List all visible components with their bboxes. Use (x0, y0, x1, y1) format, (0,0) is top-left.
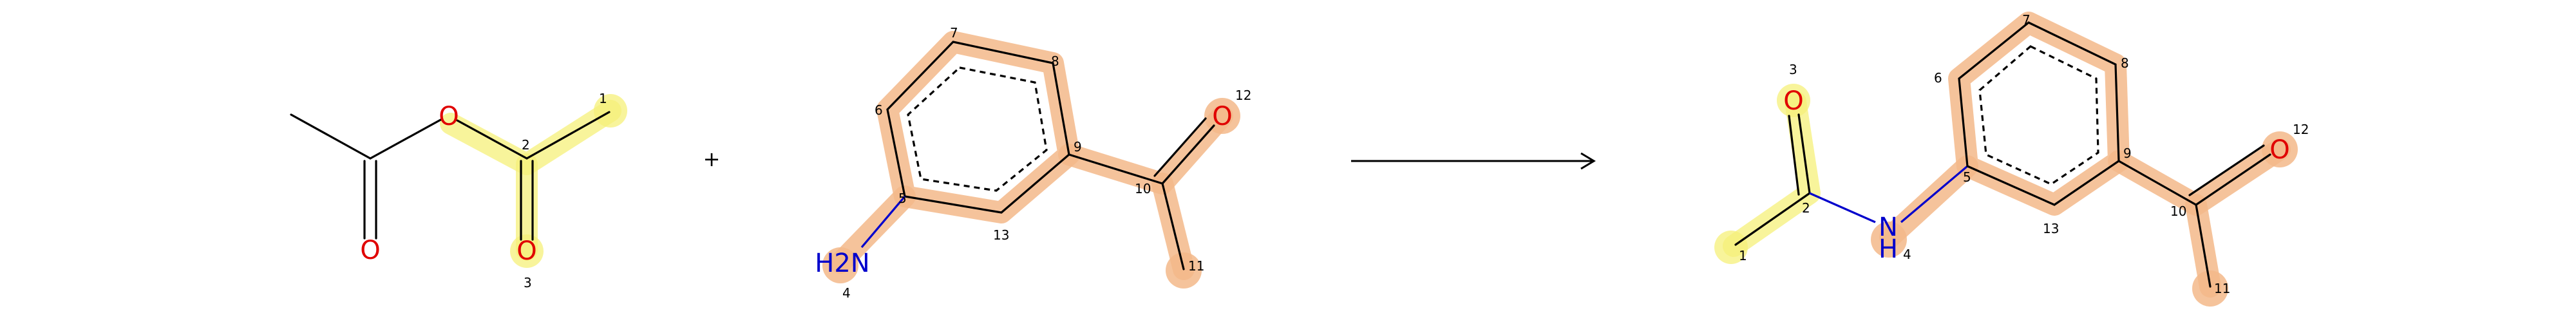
atom-oxygen-carbonyl: O (360, 236, 380, 265)
atom-index-8: 8 (2121, 55, 2129, 71)
benzene-ring (886, 41, 1070, 214)
atom-index-5: 5 (898, 191, 907, 206)
bond-n-c (1900, 165, 1969, 223)
atom-index-11: 11 (2214, 281, 2230, 296)
atom-oxygen-ketone: O (2269, 135, 2289, 165)
atom-index-13: 13 (993, 227, 1009, 243)
atom-index-10: 10 (1135, 181, 1151, 196)
aromatic-circle (1978, 45, 2099, 185)
atom-index-7: 7 (2022, 12, 2031, 28)
bond-c-n (1809, 192, 1876, 223)
aromatic-circle (907, 66, 1048, 192)
atom-index-1: 1 (1739, 248, 1747, 263)
bond-c-n (860, 195, 906, 249)
atom-index-12: 12 (1235, 88, 1251, 103)
atom-index-3: 3 (1789, 62, 1797, 77)
atom-oxygen-ketone: O (1212, 102, 1232, 131)
atom-index-9: 9 (1074, 139, 1082, 155)
atom-index-6: 6 (875, 102, 883, 118)
bond (1161, 182, 1185, 270)
reaction-arrow (1351, 152, 1596, 170)
bond (290, 113, 372, 160)
bond (526, 111, 611, 160)
bond (1734, 192, 1811, 246)
bond (1797, 113, 1811, 194)
atom-index-9: 9 (2123, 146, 2132, 161)
bond (1153, 117, 1207, 177)
bond (456, 119, 528, 160)
atom-index-3: 3 (524, 275, 532, 290)
atom-oxygen-amide: O (1783, 86, 1803, 116)
product-3-acetamidoacetophenone: O N H O 1 2 3 4 5 6 7 8 9 10 11 12 13 (1714, 12, 2309, 307)
reactant-3-aminoacetophenone: O H2N 4 5 6 7 8 9 10 11 12 13 (815, 25, 1251, 301)
atom-index-11: 11 (1188, 258, 1204, 274)
bond (2117, 160, 2197, 206)
bond (1161, 124, 1215, 185)
atom-amide-nitrogen: N (1879, 213, 1898, 242)
atom-amide-hydrogen: H (1879, 234, 1898, 264)
bond (2195, 204, 2211, 288)
atom-index-5: 5 (1963, 169, 1971, 185)
plus-sign: + (703, 147, 721, 171)
reactant1-highlight (440, 94, 627, 268)
atom-oxygen-ester: O (439, 102, 459, 131)
atom-index-2: 2 (522, 137, 530, 153)
bond (369, 118, 443, 160)
atom-oxygen-carbonyl-mapped: O (516, 236, 536, 266)
atom-index-1: 1 (599, 91, 607, 106)
atom-index-13: 13 (2043, 221, 2059, 236)
bond (2195, 153, 2271, 206)
atom-amine-nitrogen: H2N (815, 249, 869, 278)
atom-index-12: 12 (2293, 122, 2309, 137)
atom-index-7: 7 (950, 25, 958, 41)
atom-index-4: 4 (842, 285, 851, 301)
bond (1788, 115, 1800, 196)
benzene-ring (1958, 21, 2120, 206)
atom-index-2: 2 (1802, 200, 1810, 216)
reactant-acetic-anhydride: O O O 1 2 3 (290, 91, 627, 290)
atom-index-6: 6 (1934, 70, 1942, 86)
atom-index-4: 4 (1903, 247, 1911, 262)
bond (2188, 144, 2265, 196)
bond (1068, 153, 1164, 185)
atom-index-8: 8 (1051, 53, 1059, 69)
atom-index-10: 10 (2170, 204, 2186, 219)
